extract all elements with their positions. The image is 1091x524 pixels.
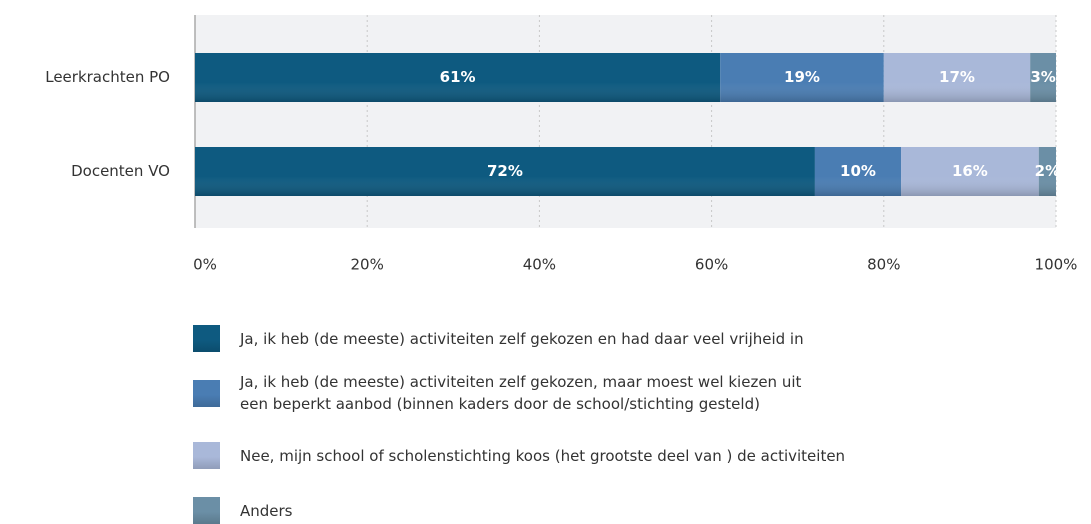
chart: 0% 20% 40% 60% 80% 100% Leerkrachten PO 61% 19% 1…: [45, 15, 1078, 274]
legend-item: Ja, ik heb (de meeste) activiteiten zelf…: [193, 371, 801, 415]
y-tick-label: Docenten VO: [71, 162, 170, 180]
legend-label: Ja, ik heb (de meeste) activiteiten zelf…: [240, 373, 802, 413]
bar-shade: [1030, 53, 1056, 102]
legend-label: Anders: [240, 501, 293, 520]
plot-background: [195, 15, 1056, 228]
value-label: 61%: [440, 68, 476, 86]
legend-label: Ja, ik heb (de meeste) activiteiten zelf…: [240, 329, 804, 348]
value-label: 2%: [1035, 162, 1060, 180]
y-tick-label: Leerkrachten PO: [45, 68, 170, 86]
legend-label: Nee, mijn school of scholenstichting koo…: [240, 446, 846, 465]
legend-swatch: [193, 325, 220, 352]
bar-shade: [814, 147, 902, 196]
x-tick-label: 100%: [1035, 256, 1078, 274]
legend-swatch: [193, 379, 220, 407]
value-label: 72%: [487, 162, 523, 180]
legend-swatch: [193, 442, 220, 469]
value-label: 16%: [952, 162, 988, 180]
x-tick-label: 80%: [867, 256, 900, 274]
value-label: 19%: [784, 68, 820, 86]
legend-item: Anders: [193, 497, 293, 524]
bar-shade: [1038, 147, 1056, 196]
value-label: 3%: [1030, 68, 1055, 86]
value-label: 17%: [939, 68, 975, 86]
bar-shade: [720, 53, 884, 102]
bar-shade: [883, 53, 1031, 102]
x-tick-label: 60%: [695, 256, 728, 274]
legend-swatch: [193, 497, 220, 524]
x-tick-label: 20%: [351, 256, 384, 274]
bar-shade: [195, 147, 815, 196]
bar-shade: [195, 53, 721, 102]
bar-shade: [901, 147, 1039, 196]
legend-item: Nee, mijn school of scholenstichting koo…: [193, 442, 845, 469]
legend-item: Ja, ik heb (de meeste) activiteiten zelf…: [193, 325, 804, 352]
value-label: 10%: [840, 162, 876, 180]
x-tick-label: 40%: [523, 256, 556, 274]
x-tick-label: 0%: [193, 256, 217, 274]
